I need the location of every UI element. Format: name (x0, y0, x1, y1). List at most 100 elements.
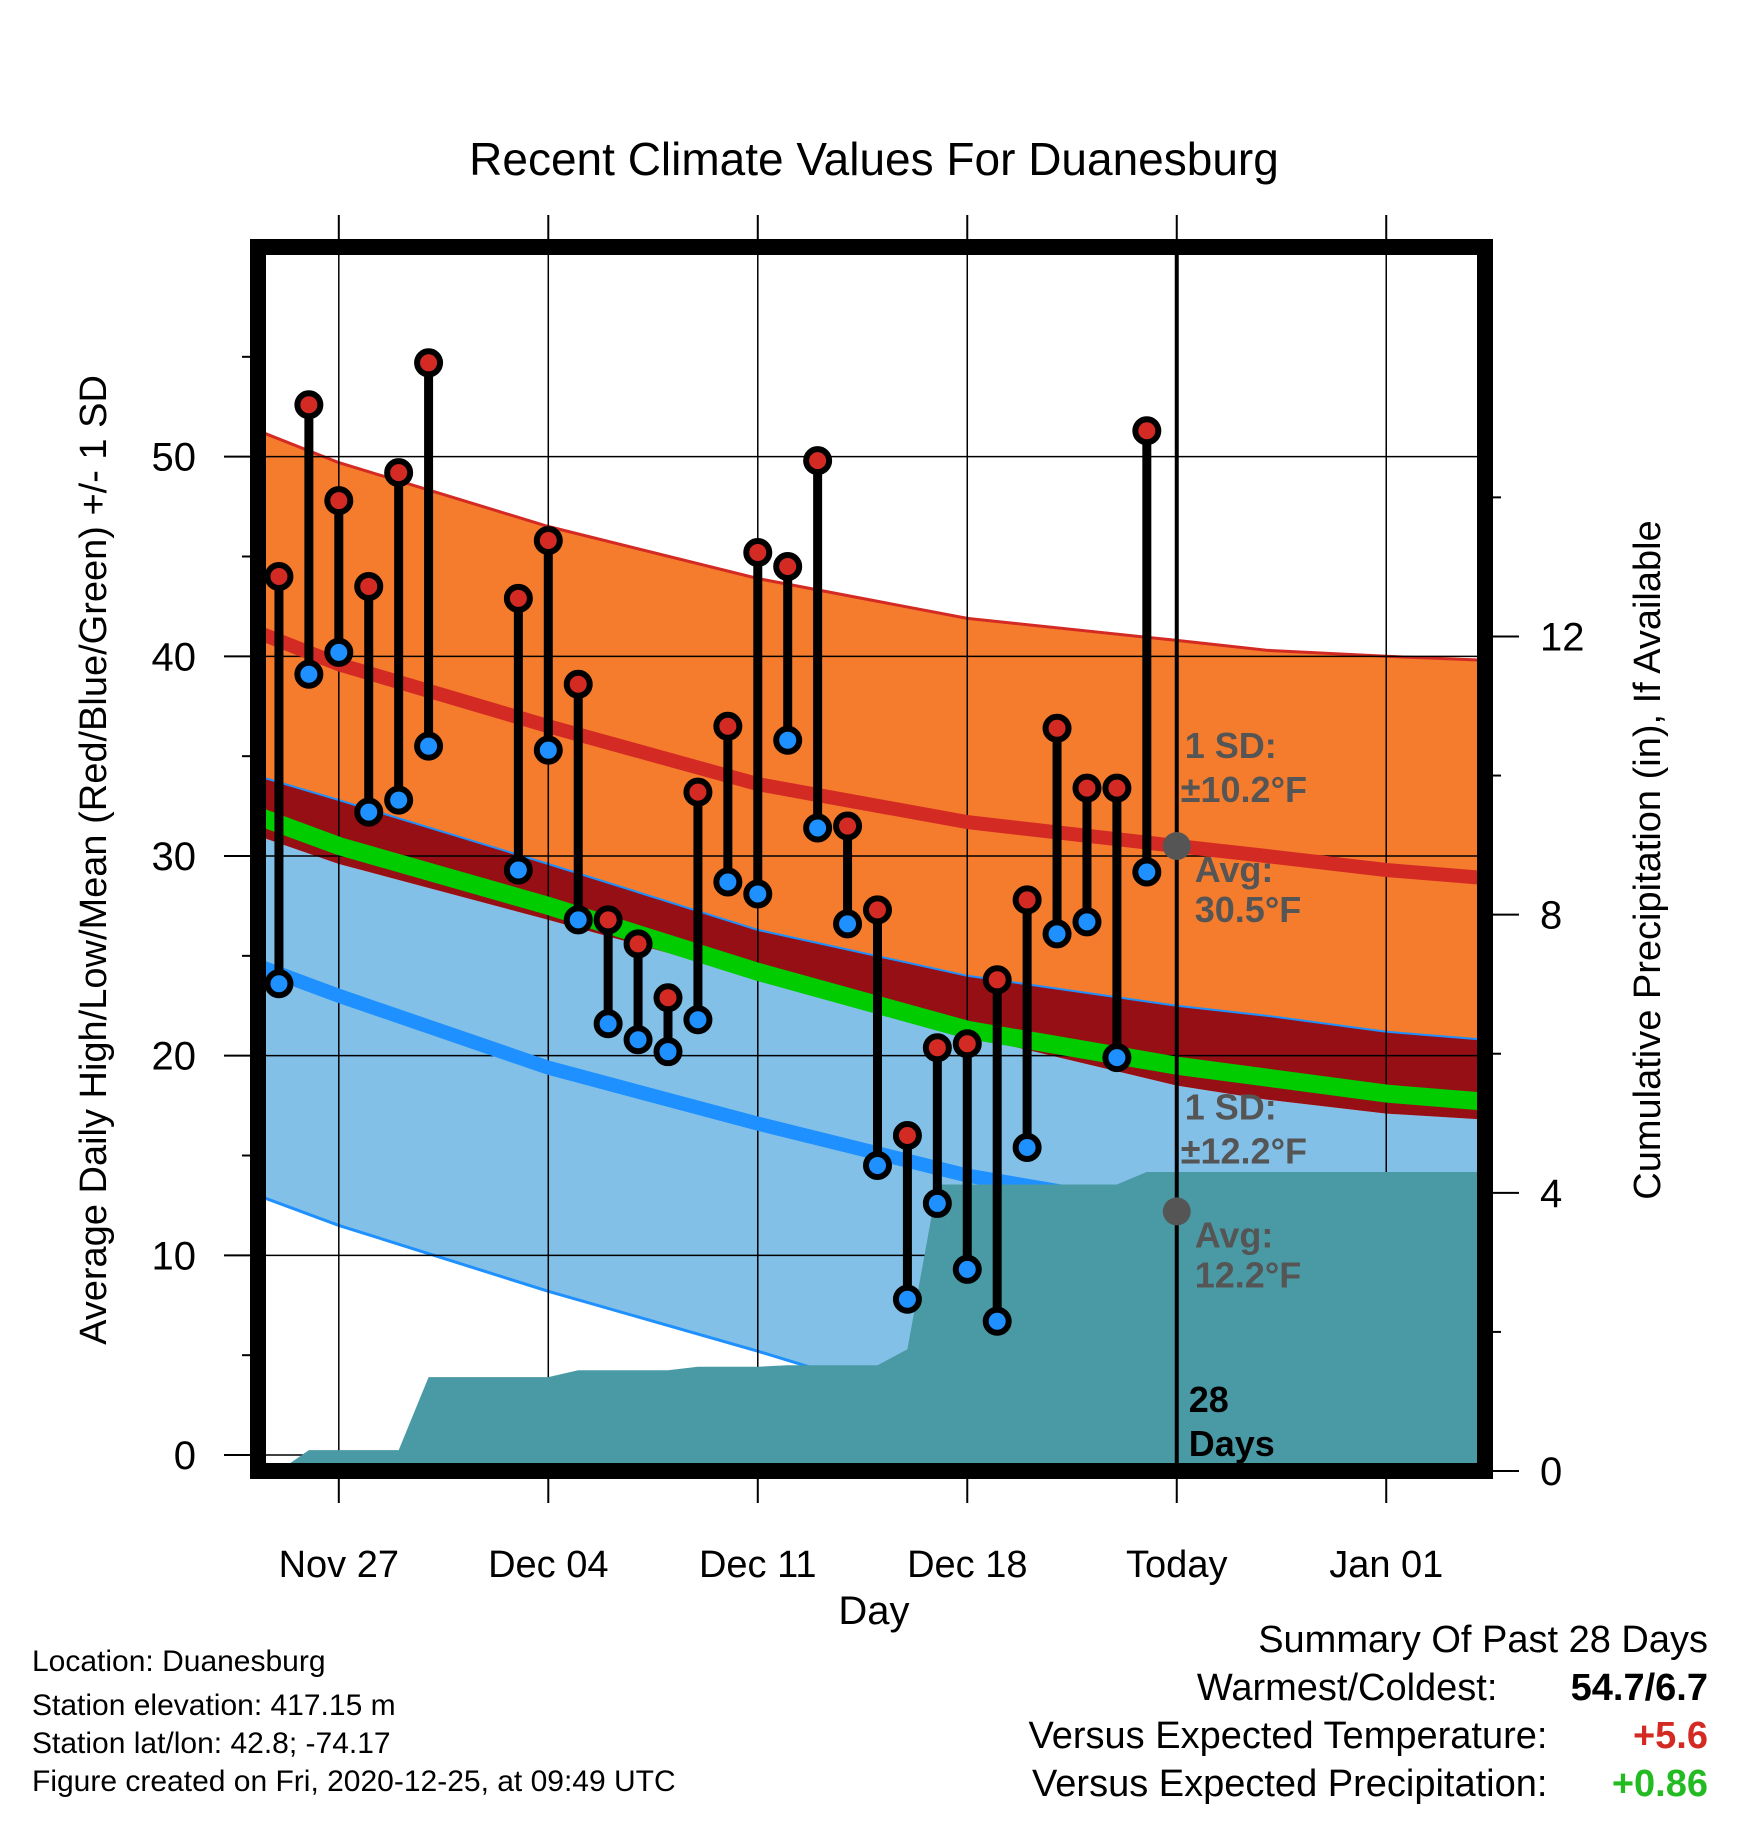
daily-low-point (683, 1005, 713, 1035)
daily-high-point (563, 669, 593, 699)
daily-low-point (833, 909, 863, 939)
high-avg-value: 30.5°F (1195, 889, 1301, 930)
y-tick-label-right: 4 (1540, 1172, 1562, 1216)
y-tick-label-left: 10 (152, 1234, 197, 1278)
y-tick-label-left: 50 (152, 436, 197, 480)
daily-low-point (862, 1150, 892, 1180)
daily-high-point (683, 777, 713, 807)
daily-high-point (833, 811, 863, 841)
normal-high-line (258, 625, 1485, 885)
daily-high-point (623, 929, 653, 959)
daily-high-point (503, 583, 533, 613)
x-tick-label: Nov 27 (279, 1544, 399, 1586)
daily-low-point (414, 731, 444, 761)
daily-low-point (803, 813, 833, 843)
daily-high-point (384, 458, 414, 488)
daily-low-point (892, 1284, 922, 1314)
y-axis-label-right: Cumulative Precipitation (in), If Availa… (1627, 520, 1669, 1199)
summary-warmest-label: Warmest/Coldest: (1196, 1667, 1498, 1709)
chart-title: Recent Climate Values For Duanesburg (469, 133, 1279, 185)
daily-high-point (1102, 773, 1132, 803)
daily-high-point (414, 348, 444, 378)
daily-high-point (593, 905, 623, 935)
summary-temp-row: Versus Expected Temperature: +5.6 (1029, 1712, 1708, 1760)
daily-high-point (922, 1033, 952, 1063)
daily-high-point (533, 526, 563, 556)
precip-area (278, 1172, 1485, 1471)
daily-high-point (1012, 885, 1042, 915)
daily-high-point (743, 538, 773, 568)
low-sd-label: 1 SD: (1185, 1086, 1277, 1127)
summary-heading: Summary Of Past 28 Days (1258, 1619, 1708, 1661)
high-sd-value: ±10.2°F (1181, 769, 1307, 810)
daily-low-point (384, 785, 414, 815)
daily-low-point (324, 637, 354, 667)
summary-panel: Summary Of Past 28 Days Warmest/Coldest:… (1029, 1616, 1708, 1808)
y-tick-label-left: 0 (174, 1434, 196, 1478)
daily-high-point (862, 895, 892, 925)
y-axis-label-left: Average Daily High/Low/Mean (Red/Blue/Gr… (73, 375, 115, 1345)
daily-high-point (1132, 416, 1162, 446)
daily-low-point (773, 725, 803, 755)
summary-temp-label: Versus Expected Temperature: (1028, 1715, 1548, 1757)
low-avg-label: Avg: (1195, 1214, 1274, 1255)
high-sd-label: 1 SD: (1185, 725, 1277, 766)
x-axis-label: Day (838, 1589, 909, 1633)
summary-precip-value: +0.86 (1611, 1763, 1708, 1805)
daily-high-point (982, 965, 1012, 995)
x-tick-label: Dec 11 (699, 1544, 817, 1586)
x-tick-label: Dec 18 (907, 1544, 1027, 1586)
daily-low-point (952, 1254, 982, 1284)
daily-low-point (264, 969, 294, 999)
plot-frame (250, 239, 1493, 1479)
x-tick-label: Jan 01 (1329, 1544, 1443, 1586)
daily-low-point (1042, 919, 1072, 949)
daily-low-point (653, 1037, 683, 1067)
daily-high-point (264, 561, 294, 591)
info-elevation: Station elevation: 417.15 m (32, 1689, 396, 1722)
axes: Nov 27 Dec 04 Dec 11 Dec 18 Today Jan 01 0 10 20… (152, 215, 1585, 1586)
daily-high-point (713, 711, 743, 741)
daily-low-point (1132, 857, 1162, 887)
daily-high-point (773, 551, 803, 581)
plot-area (258, 247, 1485, 1471)
daily-high-point (1072, 773, 1102, 803)
x-tick-label: Dec 04 (488, 1544, 608, 1586)
daily-low-point (922, 1188, 952, 1218)
daily-high-point (653, 983, 683, 1013)
daily-low-point (713, 867, 743, 897)
summary-temp-value: +5.6 (1632, 1715, 1708, 1757)
summary-precip-row: Versus Expected Precipitation: +0.86 (1029, 1760, 1708, 1808)
summary-warmest-value: 54.7/6.7 (1570, 1667, 1708, 1709)
daily-high-point (892, 1121, 922, 1151)
y-tick-label-left: 30 (152, 835, 197, 879)
daily-high-point (294, 390, 324, 420)
low-avg-value: 12.2°F (1195, 1254, 1301, 1295)
daily-low-point (982, 1306, 1012, 1336)
today-days-number: 28 (1189, 1379, 1229, 1420)
daily-high-point (354, 571, 384, 601)
daily-low-point (743, 879, 773, 909)
daily-low-point (623, 1025, 653, 1055)
daily-low-point (294, 659, 324, 689)
info-latlon: Station lat/lon: 42.8; -74.17 (32, 1727, 391, 1760)
summary-precip-label: Versus Expected Precipitation: (1032, 1763, 1548, 1805)
low-sd-value: ±12.2°F (1181, 1130, 1307, 1171)
daily-high-point (803, 446, 833, 476)
daily-low-point (1102, 1043, 1132, 1073)
info-location: Location: Duanesburg (32, 1645, 326, 1678)
today-high-avg-marker (1162, 832, 1191, 861)
today-days-text: Days (1189, 1423, 1275, 1464)
y-tick-label-left: 40 (152, 635, 197, 679)
high-avg-label: Avg: (1195, 849, 1274, 890)
station-info: Location: Duanesburg Station elevation: … (32, 1644, 676, 1800)
today-low-avg-marker (1162, 1197, 1191, 1226)
daily-low-point (593, 1009, 623, 1039)
daily-high-point (1042, 713, 1072, 743)
daily-high-point (324, 486, 354, 516)
info-created: Figure created on Fri, 2020-12-25, at 09… (32, 1765, 676, 1798)
daily-low-point (563, 905, 593, 935)
y-tick-label-right: 12 (1540, 615, 1585, 659)
